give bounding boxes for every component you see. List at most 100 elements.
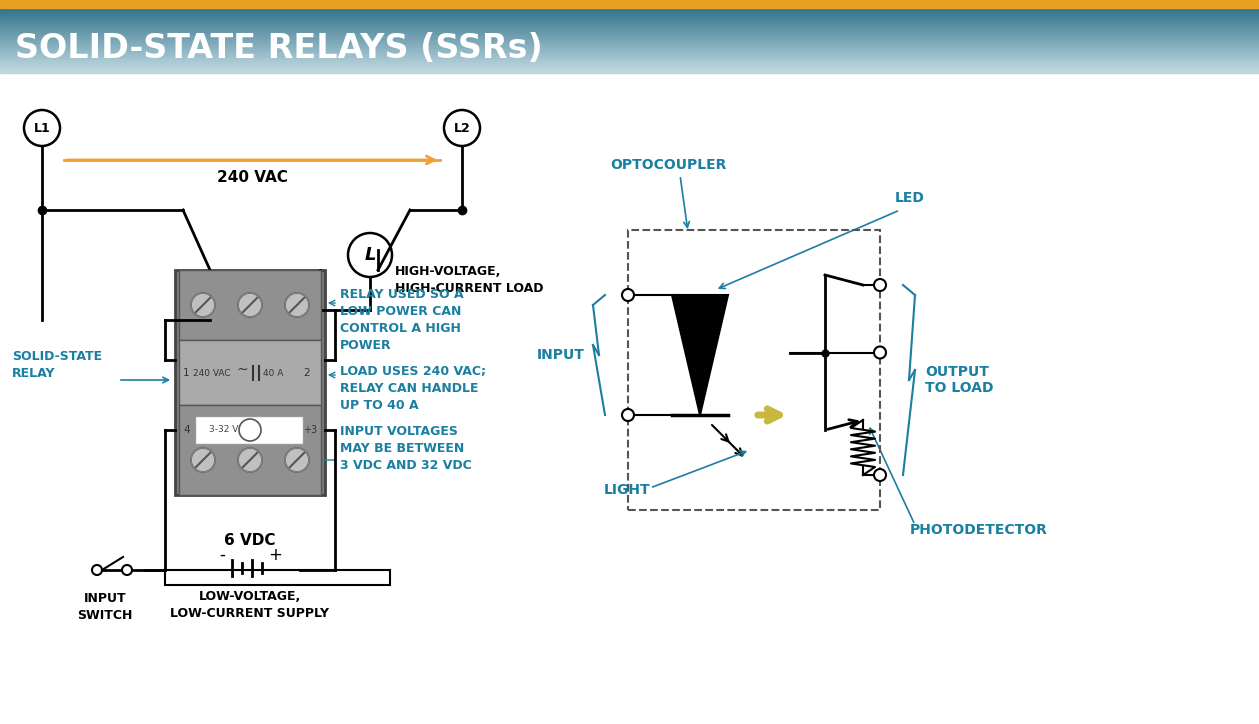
Bar	[0, 56, 1259, 59]
Circle shape	[238, 448, 262, 472]
Bar	[0, 70, 1259, 71]
Text: INPUT
SWITCH: INPUT SWITCH	[77, 592, 132, 622]
Circle shape	[122, 565, 132, 575]
Text: INPUT: INPUT	[538, 348, 585, 362]
Bar	[0, 17, 1259, 19]
Bar	[0, 30, 1259, 32]
Circle shape	[874, 347, 886, 358]
Text: 240 VAC: 240 VAC	[193, 369, 230, 377]
Bar	[0, 38, 1259, 41]
Bar	[0, 35, 1259, 37]
Bar	[0, 40, 1259, 42]
Bar	[0, 64, 1259, 66]
Text: SOLID-STATE RELAYS (SSRs): SOLID-STATE RELAYS (SSRs)	[15, 32, 543, 65]
Text: ~: ~	[237, 363, 248, 377]
Text: LIGHT: LIGHT	[604, 483, 651, 497]
Bar	[0, 0, 1259, 8]
Bar	[0, 41, 1259, 43]
Bar	[0, 66, 1259, 67]
Polygon shape	[672, 295, 728, 415]
Bar	[0, 25, 1259, 26]
Circle shape	[874, 469, 886, 481]
Bar	[0, 12, 1259, 14]
Text: L1: L1	[34, 122, 50, 135]
Bar	[0, 22, 1259, 24]
Bar	[0, 44, 1259, 46]
Bar	[0, 13, 1259, 15]
Text: OPTOCOUPLER: OPTOCOUPLER	[611, 158, 726, 172]
Bar	[0, 9, 1259, 11]
Bar	[0, 45, 1259, 47]
Bar	[0, 31, 1259, 33]
Bar	[0, 54, 1259, 56]
Bar	[0, 61, 1259, 62]
Text: 3-32 VDC: 3-32 VDC	[209, 426, 252, 434]
Text: +3: +3	[303, 425, 317, 435]
Bar	[0, 71, 1259, 72]
Bar	[0, 55, 1259, 57]
Bar	[0, 8, 1259, 10]
Bar	[179, 340, 321, 405]
Bar	[0, 58, 1259, 59]
Text: -: -	[219, 546, 225, 564]
Circle shape	[92, 565, 102, 575]
Bar	[0, 62, 1259, 64]
Bar	[0, 23, 1259, 25]
Text: 2: 2	[303, 368, 310, 378]
Text: L2: L2	[453, 122, 471, 135]
Circle shape	[285, 448, 308, 472]
Bar	[0, 46, 1259, 49]
Bar	[0, 59, 1259, 61]
Bar	[0, 14, 1259, 16]
Text: OUTPUT
TO LOAD: OUTPUT TO LOAD	[925, 365, 993, 395]
Bar	[0, 36, 1259, 38]
Bar	[0, 38, 1259, 39]
Text: L: L	[364, 246, 375, 264]
Bar	[0, 33, 1259, 35]
Bar	[0, 28, 1259, 29]
Bar	[175, 270, 325, 495]
Text: LED: LED	[895, 191, 925, 205]
Bar	[179, 270, 321, 340]
Bar	[0, 16, 1259, 17]
Bar	[628, 230, 880, 510]
Bar	[165, 570, 390, 585]
Text: 4: 4	[183, 425, 190, 435]
Circle shape	[239, 419, 261, 441]
Text: +: +	[268, 546, 282, 564]
Text: HIGH-VOLTAGE,
HIGH-CURRENT LOAD: HIGH-VOLTAGE, HIGH-CURRENT LOAD	[395, 265, 544, 295]
Bar	[0, 28, 1259, 30]
Text: INPUT VOLTAGES
MAY BE BETWEEN
3 VDC AND 32 VDC: INPUT VOLTAGES MAY BE BETWEEN 3 VDC AND …	[340, 425, 472, 472]
Bar	[0, 68, 1259, 70]
Circle shape	[191, 293, 215, 317]
Bar	[0, 53, 1259, 54]
Text: 6 VDC: 6 VDC	[224, 533, 276, 548]
Text: SOLID-STATE
RELAY: SOLID-STATE RELAY	[13, 350, 102, 380]
Text: LOAD USES 240 VAC;
RELAY CAN HANDLE
UP TO 40 A: LOAD USES 240 VAC; RELAY CAN HANDLE UP T…	[340, 365, 486, 412]
Bar	[0, 50, 1259, 52]
Circle shape	[191, 448, 215, 472]
Bar	[0, 26, 1259, 28]
Circle shape	[622, 289, 635, 301]
Bar	[0, 48, 1259, 49]
Circle shape	[874, 279, 886, 291]
Circle shape	[285, 293, 308, 317]
Text: PHOTODETECTOR: PHOTODETECTOR	[910, 523, 1047, 537]
Circle shape	[238, 293, 262, 317]
Bar	[0, 20, 1259, 21]
Text: LOW-VOLTAGE,
LOW-CURRENT SUPPLY: LOW-VOLTAGE, LOW-CURRENT SUPPLY	[170, 590, 330, 620]
Bar	[0, 51, 1259, 54]
Text: 1: 1	[183, 368, 190, 378]
Text: RELAY USED SO A
LOW POWER CAN
CONTROL A HIGH
POWER: RELAY USED SO A LOW POWER CAN CONTROL A …	[340, 288, 463, 352]
Bar	[0, 43, 1259, 44]
Bar	[0, 63, 1259, 65]
Bar	[179, 405, 321, 495]
Bar	[0, 33, 1259, 34]
Bar	[0, 11, 1259, 12]
Text: 240 VAC: 240 VAC	[217, 170, 287, 185]
Bar	[0, 21, 1259, 22]
Text: 40 A: 40 A	[263, 369, 283, 377]
Bar	[0, 49, 1259, 51]
Bar	[0, 18, 1259, 20]
Circle shape	[622, 409, 635, 421]
